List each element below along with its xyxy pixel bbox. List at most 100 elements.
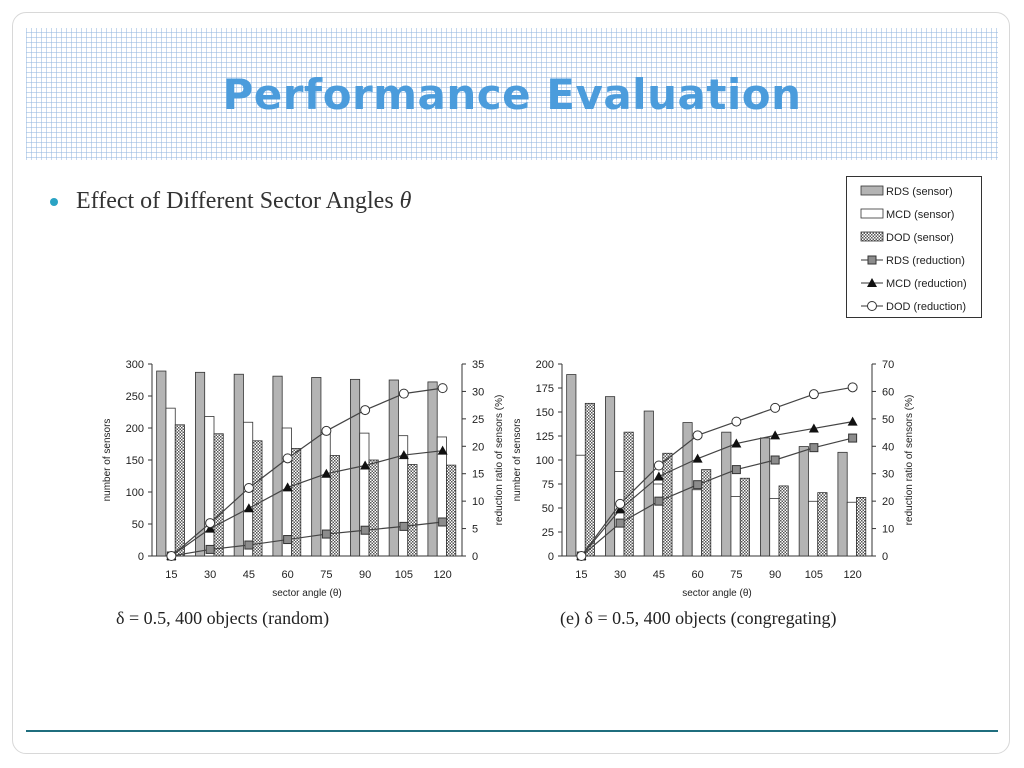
- point-rds-reduction-: [654, 496, 664, 506]
- legend-label-4: MCD (reduction): [886, 278, 967, 290]
- bar-mcd-sensor-: [730, 496, 741, 557]
- point-dod-reduction-: [437, 383, 448, 394]
- y-tick-label: 0: [138, 551, 144, 563]
- bar-rds-sensor-: [759, 437, 771, 557]
- point-mcd-reduction-: [243, 503, 254, 513]
- line-dod-reduction-: [580, 386, 853, 557]
- bar-dod-sensor-: [291, 448, 302, 557]
- x-tick-label: 30: [204, 569, 216, 581]
- point-dod-reduction-: [398, 388, 409, 399]
- bar-rds-sensor-: [388, 379, 399, 557]
- bar-mcd-sensor-: [691, 489, 702, 557]
- y-tick-label: 75: [542, 479, 554, 491]
- x-tick-label: 75: [320, 569, 332, 581]
- y2-tick-label: 30: [472, 386, 484, 398]
- legend-label-0: RDS (sensor): [886, 186, 953, 198]
- x-tick-label: 90: [769, 569, 781, 581]
- point-rds-reduction-: [399, 521, 409, 531]
- bar-rds-sensor-: [643, 410, 654, 557]
- x-tick-label: 120: [433, 569, 451, 581]
- y2-tick-label: 35: [472, 359, 484, 371]
- bar-dod-sensor-: [623, 431, 634, 557]
- bar-dod-sensor-: [817, 492, 828, 557]
- bar-dod-sensor-: [407, 464, 418, 557]
- y-tick-label: 50: [132, 519, 144, 531]
- y-tick-label: 150: [126, 455, 144, 467]
- bar-dod-sensor-: [213, 433, 224, 557]
- bar-mcd-sensor-: [575, 454, 586, 557]
- point-mcd-reduction-: [692, 453, 703, 463]
- x-tick-label: 90: [359, 569, 371, 581]
- point-dod-reduction-: [576, 551, 587, 561]
- point-rds-reduction-: [615, 518, 625, 528]
- legend-swatch-0: [860, 185, 884, 196]
- legend-label-3: RDS (reduction): [886, 255, 965, 267]
- y2-tick-label: 20: [882, 496, 894, 508]
- bar-rds-sensor-: [311, 377, 322, 557]
- bar-dod-sensor-: [778, 485, 789, 557]
- point-rds-reduction-: [731, 465, 741, 475]
- bar-rds-sensor-: [233, 373, 244, 557]
- x-tick-label: 105: [805, 569, 823, 581]
- y-tick-label: 100: [536, 455, 554, 467]
- bar-dod-sensor-: [584, 402, 595, 557]
- point-dod-reduction-: [243, 482, 254, 493]
- bar-mcd-sensor-: [359, 432, 370, 557]
- footer-rule: [26, 730, 998, 732]
- point-rds-reduction-: [360, 525, 370, 535]
- point-dod-reduction-: [615, 498, 626, 509]
- point-dod-reduction-: [847, 382, 858, 393]
- y-tick-label: 175: [536, 383, 554, 395]
- bar-dod-sensor-: [701, 469, 712, 557]
- bar-mcd-sensor-: [846, 501, 857, 557]
- y-tick-label: 200: [126, 423, 144, 435]
- point-dod-reduction-: [360, 405, 371, 416]
- x-tick-label: 45: [243, 569, 255, 581]
- chart-legend: RDS (sensor) MCD (sensor) DOD (sensor) RDS …: [846, 176, 982, 318]
- x-tick-label: 15: [165, 569, 177, 581]
- point-mcd-reduction-: [847, 416, 858, 426]
- y-tick-label: 250: [126, 391, 144, 403]
- legend-label-2: DOD (sensor): [886, 232, 954, 244]
- bar-rds-sensor-: [427, 381, 438, 557]
- bullet-item: Effect of Different Sector Angles θ: [50, 188, 411, 215]
- bar-mcd-sensor-: [808, 500, 819, 557]
- point-mcd-reduction-: [731, 438, 742, 448]
- bar-dod-sensor-: [739, 477, 750, 557]
- point-rds-reduction-: [438, 517, 448, 527]
- bar-mcd-sensor-: [165, 407, 176, 557]
- point-dod-reduction-: [166, 551, 177, 561]
- y2-tick-label: 0: [472, 551, 478, 563]
- point-rds-reduction-: [693, 480, 703, 490]
- point-mcd-reduction-: [282, 482, 293, 492]
- line-mcd-reduction-: [171, 450, 443, 557]
- point-dod-reduction-: [770, 402, 781, 413]
- y2-tick-label: 50: [882, 414, 894, 426]
- point-mcd-reduction-: [398, 450, 409, 460]
- y-tick-label: 100: [126, 487, 144, 499]
- legend-marker-5: [867, 301, 877, 311]
- bullet-text: Effect of Different Sector Angles: [76, 188, 394, 214]
- y-axis-label: number of sensors: [512, 419, 523, 502]
- point-mcd-reduction-: [360, 460, 371, 470]
- chart-congregating: 0 25 50 75 100 125 150 175 200 0 10 20 30 40 50 60 70 15 3…: [512, 359, 915, 599]
- bullet-dot-icon: [50, 197, 58, 206]
- legend-svg: RDS (sensor) MCD (sensor) DOD (sensor) RDS …: [860, 185, 967, 313]
- point-mcd-reduction-: [321, 468, 332, 478]
- point-rds-reduction-: [283, 535, 293, 545]
- x-tick-label: 60: [282, 569, 294, 581]
- line-rds-reduction-: [580, 437, 853, 557]
- y-tick-label: 25: [542, 527, 554, 539]
- y2-tick-label: 10: [472, 496, 484, 508]
- bar-dod-sensor-: [252, 440, 263, 557]
- point-dod-reduction-: [653, 460, 664, 471]
- point-mcd-reduction-: [808, 423, 819, 433]
- point-dod-reduction-: [808, 389, 819, 400]
- bar-rds-sensor-: [798, 446, 809, 557]
- point-mcd-reduction-: [437, 445, 448, 455]
- legend-label-5: DOD (reduction): [886, 301, 966, 313]
- bar-rds-sensor-: [566, 374, 577, 557]
- point-rds-reduction-: [244, 540, 254, 550]
- y2-axis-label: reduction ratio of sensors (%): [494, 395, 505, 526]
- bar-dod-sensor-: [329, 455, 340, 557]
